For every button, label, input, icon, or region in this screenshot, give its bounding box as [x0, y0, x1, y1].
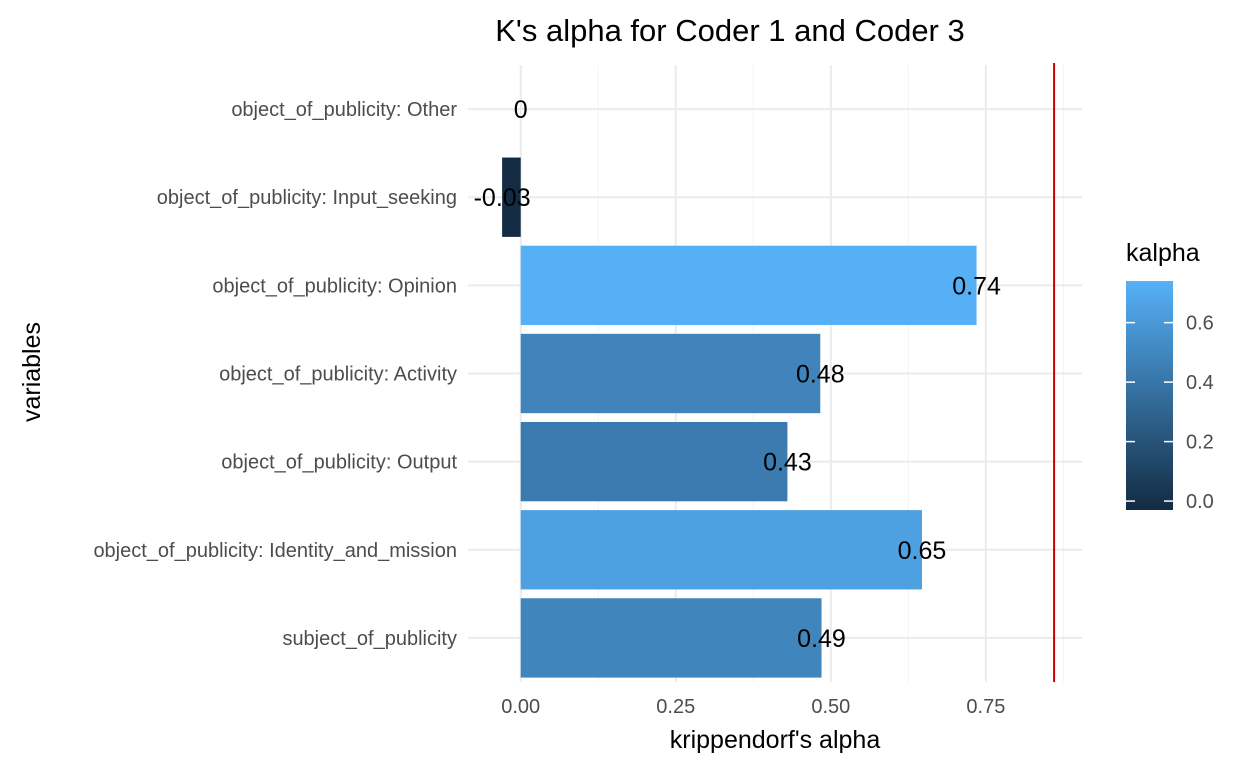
x-tick-labels: 0.00 0.25 0.50 0.75 — [501, 696, 1005, 718]
category-label: object_of_publicity: Identity_and_missio… — [93, 540, 457, 562]
data-label: 0.48 — [796, 361, 845, 389]
bar — [521, 334, 821, 413]
x-tick-label: 0.75 — [966, 696, 1005, 718]
data-label: 0.65 — [898, 537, 947, 565]
category-label: object_of_publicity: Activity — [219, 364, 457, 386]
legend-tick-label: 0.6 — [1186, 313, 1214, 335]
data-label: 0 — [514, 96, 528, 124]
legend-tick-label: 0.2 — [1186, 432, 1214, 454]
data-label: 0.74 — [952, 272, 1001, 300]
legend-title: kalpha — [1126, 239, 1200, 267]
category-labels: object_of_publicity: Other object_of_publ… — [93, 99, 457, 650]
x-tick-label: 0.25 — [656, 696, 695, 718]
chart-title: K's alpha for Coder 1 and Coder 3 — [495, 13, 964, 48]
bar — [521, 246, 977, 325]
data-label: 0.49 — [797, 625, 846, 653]
category-label: object_of_publicity: Output — [221, 452, 457, 474]
category-label: subject_of_publicity — [282, 628, 457, 650]
category-label: object_of_publicity: Opinion — [212, 275, 457, 297]
bar — [521, 598, 822, 677]
legend: kalpha 0.0 0.2 0.4 0.6 — [1126, 239, 1214, 513]
x-tick-label: 0.00 — [501, 696, 540, 718]
legend-tick-label: 0.4 — [1186, 372, 1214, 394]
legend-colorbar — [1126, 281, 1173, 510]
bar — [521, 510, 922, 589]
y-axis-title: variables — [18, 322, 46, 422]
data-label: -0.03 — [474, 184, 531, 212]
category-label: object_of_publicity: Input_seeking — [157, 187, 457, 209]
data-label: 0.43 — [763, 449, 812, 477]
x-tick-label: 0.50 — [811, 696, 850, 718]
x-axis-title: krippendorf's alpha — [670, 726, 881, 754]
bar — [521, 422, 788, 501]
legend-tick-label: 0.0 — [1186, 491, 1214, 513]
category-label: object_of_publicity: Other — [231, 99, 457, 121]
bars — [502, 158, 976, 678]
